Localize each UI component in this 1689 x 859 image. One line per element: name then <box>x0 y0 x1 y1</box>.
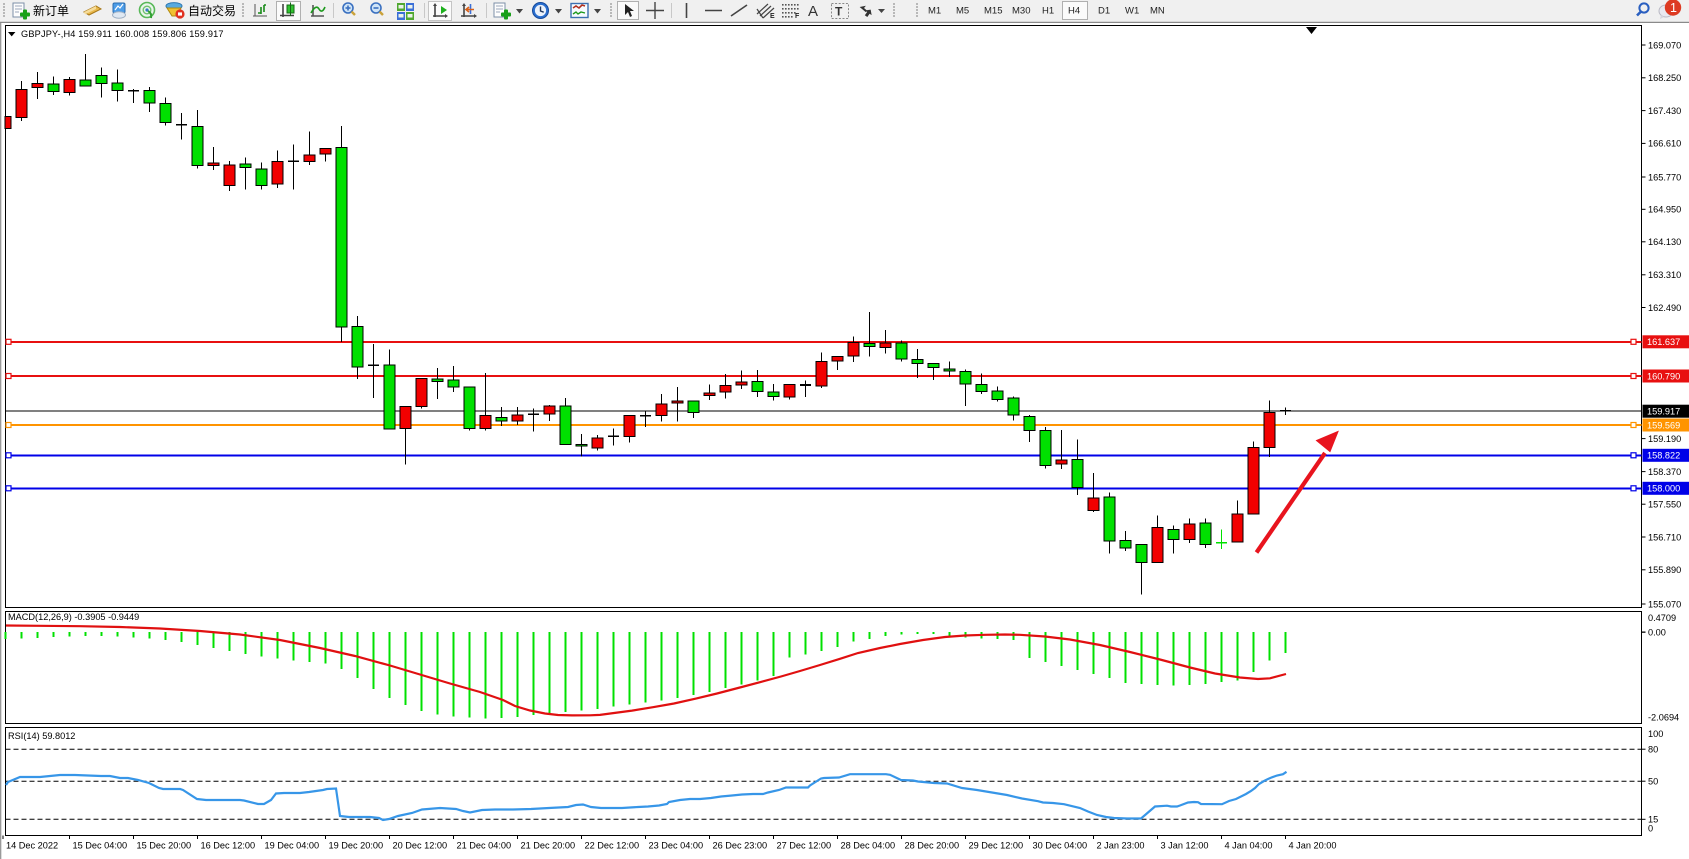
svg-text:162.490: 162.490 <box>1648 303 1681 313</box>
svg-text:80: 80 <box>1648 745 1658 755</box>
svg-text:GBPJPY-,H4 159.911 160.008 15: GBPJPY-,H4 159.911 160.008 159.806 159.9… <box>21 29 224 39</box>
svg-text:4 Jan 04:00: 4 Jan 04:00 <box>1225 841 1273 851</box>
svg-text:14 Dec 2022: 14 Dec 2022 <box>6 841 58 851</box>
svg-text:MACD(12,26,9) -0.3905 -0.9449: MACD(12,26,9) -0.3905 -0.9449 <box>8 612 139 622</box>
svg-text:20 Dec 12:00: 20 Dec 12:00 <box>393 841 448 851</box>
svg-text:159.190: 159.190 <box>1648 434 1681 444</box>
svg-text:164.130: 164.130 <box>1648 237 1681 247</box>
svg-text:158.822: 158.822 <box>1647 451 1680 461</box>
svg-text:M1: M1 <box>928 6 941 17</box>
svg-text:157.550: 157.550 <box>1648 500 1681 510</box>
svg-text:22 Dec 12:00: 22 Dec 12:00 <box>585 841 640 851</box>
svg-text:27 Dec 12:00: 27 Dec 12:00 <box>777 841 832 851</box>
svg-text:167.430: 167.430 <box>1648 106 1681 116</box>
svg-text:2 Jan 23:00: 2 Jan 23:00 <box>1097 841 1145 851</box>
svg-text:T: T <box>835 5 843 19</box>
svg-text:50: 50 <box>1648 777 1658 787</box>
svg-text:21 Dec 20:00: 21 Dec 20:00 <box>521 841 576 851</box>
svg-text:161.637: 161.637 <box>1647 337 1680 347</box>
svg-text:H4: H4 <box>1068 6 1080 17</box>
svg-text:158.000: 158.000 <box>1647 484 1680 494</box>
svg-text:E: E <box>770 13 775 20</box>
svg-text:26 Dec 23:00: 26 Dec 23:00 <box>713 841 768 851</box>
svg-text:16 Dec 12:00: 16 Dec 12:00 <box>201 841 256 851</box>
svg-text:28 Dec 04:00: 28 Dec 04:00 <box>841 841 896 851</box>
svg-text:新订单: 新订单 <box>33 3 69 18</box>
svg-text:M15: M15 <box>984 6 1002 17</box>
svg-text:156.710: 156.710 <box>1648 532 1681 542</box>
svg-text:0.00: 0.00 <box>1648 628 1666 638</box>
svg-text:MN: MN <box>1150 6 1165 17</box>
svg-text:30 Dec 04:00: 30 Dec 04:00 <box>1033 841 1088 851</box>
svg-text:F: F <box>795 13 800 20</box>
svg-text:15 Dec 20:00: 15 Dec 20:00 <box>137 841 192 851</box>
svg-text:28 Dec 20:00: 28 Dec 20:00 <box>905 841 960 851</box>
svg-text:0.4709: 0.4709 <box>1648 613 1676 623</box>
svg-text:166.610: 166.610 <box>1648 139 1681 149</box>
svg-text:19 Dec 20:00: 19 Dec 20:00 <box>329 841 384 851</box>
svg-text:169.070: 169.070 <box>1648 40 1681 50</box>
svg-text:159.569: 159.569 <box>1647 420 1680 430</box>
svg-text:H1: H1 <box>1042 6 1054 17</box>
svg-text:RSI(14) 59.8012: RSI(14) 59.8012 <box>8 731 75 741</box>
svg-text:155.890: 155.890 <box>1648 565 1681 575</box>
svg-text:21 Dec 04:00: 21 Dec 04:00 <box>457 841 512 851</box>
svg-text:A: A <box>808 3 818 20</box>
svg-text:15: 15 <box>1648 815 1658 825</box>
svg-text:4 Jan 20:00: 4 Jan 20:00 <box>1289 841 1337 851</box>
svg-text:158.370: 158.370 <box>1648 467 1681 477</box>
svg-text:M30: M30 <box>1012 6 1030 17</box>
svg-text:163.310: 163.310 <box>1648 270 1681 280</box>
svg-text:159.917: 159.917 <box>1647 407 1680 417</box>
svg-text:0: 0 <box>1648 824 1653 834</box>
svg-text:1: 1 <box>1670 1 1677 15</box>
svg-text:168.250: 168.250 <box>1648 73 1681 83</box>
svg-text:D1: D1 <box>1098 6 1110 17</box>
svg-text:19 Dec 04:00: 19 Dec 04:00 <box>265 841 320 851</box>
svg-text:155.070: 155.070 <box>1648 599 1681 609</box>
svg-text:100: 100 <box>1648 729 1663 739</box>
svg-text:160.790: 160.790 <box>1647 371 1680 381</box>
svg-text:164.950: 164.950 <box>1648 205 1681 215</box>
svg-text:29 Dec 12:00: 29 Dec 12:00 <box>969 841 1024 851</box>
svg-text:W1: W1 <box>1125 6 1139 17</box>
svg-text:3 Jan 12:00: 3 Jan 12:00 <box>1161 841 1209 851</box>
svg-text:M5: M5 <box>956 6 969 17</box>
svg-text:-2.0694: -2.0694 <box>1648 712 1679 722</box>
svg-text:165.770: 165.770 <box>1648 172 1681 182</box>
svg-text:15 Dec 04:00: 15 Dec 04:00 <box>73 841 128 851</box>
svg-text:自动交易: 自动交易 <box>188 3 236 18</box>
svg-text:23 Dec 04:00: 23 Dec 04:00 <box>649 841 704 851</box>
